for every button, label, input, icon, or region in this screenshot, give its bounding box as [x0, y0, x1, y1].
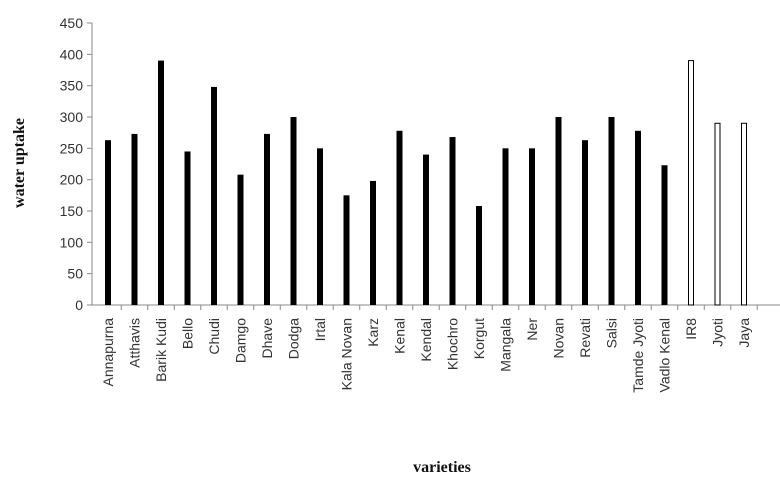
- x-axis-title: varieties: [413, 459, 471, 476]
- x-tick-label: Kenal: [392, 318, 408, 354]
- y-tick-label: 250: [60, 140, 84, 156]
- y-tick-label: 50: [67, 266, 83, 282]
- bar-jyoti: [714, 122, 721, 306]
- x-tick-label: Novan: [551, 318, 567, 358]
- bar-jaya: [741, 122, 747, 306]
- x-tick-label: Korgut: [471, 318, 487, 359]
- bar-salsi: [608, 117, 615, 305]
- bar-mangala: [502, 148, 509, 305]
- x-tick-label: Atthavis: [127, 318, 143, 368]
- bar-ner: [529, 148, 535, 305]
- bar-atthavis: [131, 133, 138, 305]
- y-tick-label: 100: [60, 234, 84, 250]
- bar-annapurna: [105, 140, 111, 305]
- bar-kala-novan: [343, 195, 350, 305]
- bar-bello: [184, 151, 191, 305]
- bar-dhave: [264, 133, 270, 305]
- x-tick-label: Irtal: [312, 318, 328, 341]
- bar-barik-kudi: [158, 60, 164, 305]
- bar-dodga: [290, 117, 297, 305]
- y-tick-label: 400: [60, 46, 84, 62]
- y-tick-label: 450: [60, 15, 84, 31]
- bars: [105, 60, 747, 306]
- x-tick-label: Mangala: [498, 318, 514, 372]
- x-tick-label: Jaya: [736, 318, 752, 348]
- x-tick-label: Dhave: [259, 318, 275, 359]
- x-tick-label: Karz: [365, 318, 381, 347]
- x-tick-label: Jyoti: [710, 318, 726, 347]
- bar-damgo: [237, 174, 244, 305]
- y-tick-label: 0: [75, 297, 83, 313]
- category-labels: Annapurna Atthavis Barik Kudi Bello Chudi Dam…: [100, 318, 752, 393]
- bar-irtal: [317, 148, 323, 305]
- y-tick-label: 300: [60, 109, 84, 125]
- bar-revati: [582, 140, 588, 305]
- bar-korgut: [476, 205, 482, 305]
- x-tick-label: Kala Novan: [339, 318, 355, 390]
- x-tick-label: Chudi: [206, 318, 222, 355]
- bar-novan: [555, 117, 562, 305]
- x-tick-label: Damgo: [233, 318, 249, 363]
- bar-tamde-jyoti: [635, 130, 641, 305]
- bar-chudi: [211, 86, 217, 305]
- y-tick-label: 350: [60, 78, 84, 94]
- y-tick-label: 150: [60, 203, 84, 219]
- x-tick-label: Revati: [577, 318, 593, 358]
- x-tick-label: Bello: [180, 318, 196, 349]
- x-tick-label: Ner: [524, 318, 540, 341]
- y-axis-title: water uptake: [11, 118, 28, 208]
- x-tick-label: Khochro: [445, 318, 461, 370]
- x-tick-label: Tamde Jyoti: [630, 318, 646, 393]
- x-tick-label: IR8: [683, 318, 699, 340]
- bar-kenal: [396, 130, 403, 305]
- x-tick-label: Barik Kudi: [153, 318, 169, 382]
- bar-karz: [370, 180, 376, 305]
- x-tick-label: Annapurna: [100, 318, 116, 387]
- x-tick-label: Kendal: [418, 318, 434, 362]
- bar-kendal: [423, 154, 429, 305]
- bar-vadlo-kenal: [661, 165, 668, 305]
- bar-ir8: [688, 60, 694, 306]
- x-axis: [92, 304, 780, 310]
- x-tick-label: Vadlo Kenal: [657, 318, 673, 392]
- x-tick-label: Dodga: [286, 318, 302, 359]
- bar-khochro: [449, 137, 456, 305]
- y-tick-label: 200: [60, 172, 84, 188]
- x-tick-label: Salsi: [604, 318, 620, 348]
- y-axis: 0 50 100 150 200 250 300 350 400 450: [60, 15, 93, 313]
